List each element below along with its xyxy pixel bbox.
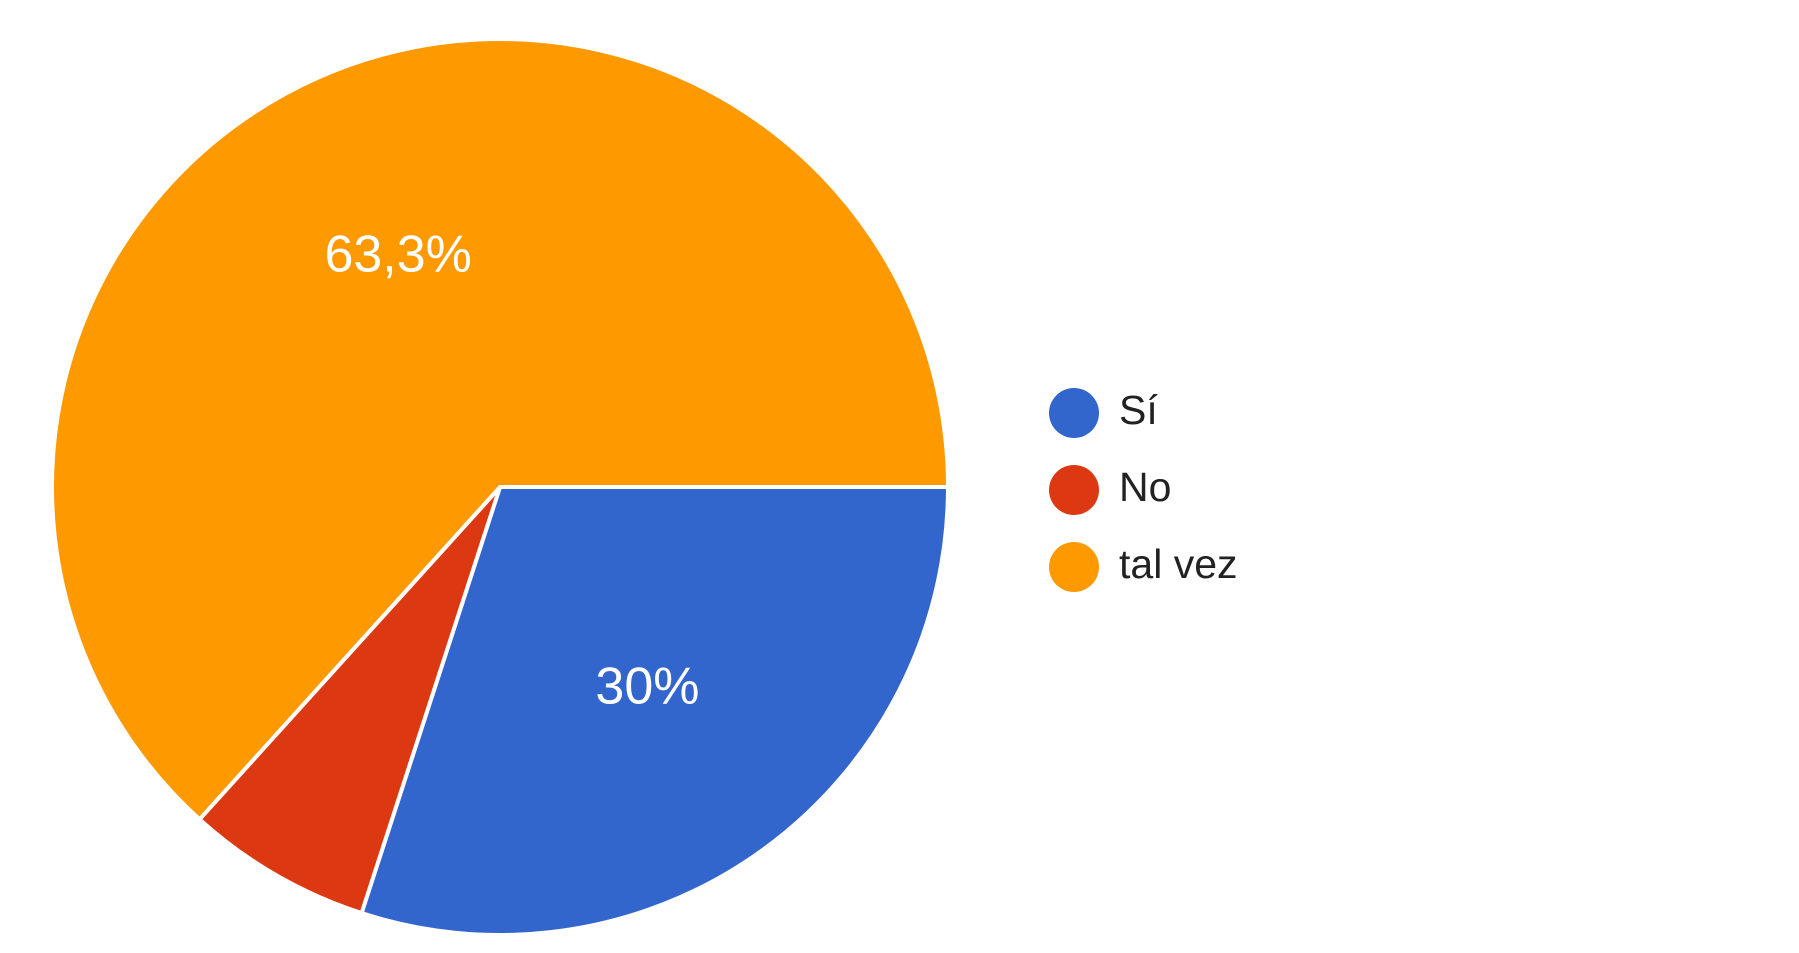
legend-label-tal-vez: tal vez xyxy=(1119,541,1238,587)
legend-marker-tal-vez xyxy=(1049,542,1099,592)
legend-item-si[interactable]: Sí xyxy=(1049,387,1158,438)
slice-label-si: 30% xyxy=(595,658,699,716)
legend: Sí No tal vez xyxy=(1049,387,1238,592)
slice-label-tal-vez: 63,3% xyxy=(324,225,471,283)
slice-labels: 30% 63,3% xyxy=(324,225,699,715)
legend-marker-no xyxy=(1049,465,1099,515)
pie-slice-tal-vez[interactable] xyxy=(50,37,950,822)
pie-slice-no[interactable] xyxy=(197,485,502,916)
legend-label-no: No xyxy=(1119,464,1171,510)
legend-label-si: Sí xyxy=(1119,387,1158,433)
pie-slice-si[interactable] xyxy=(359,485,950,937)
legend-item-tal-vez[interactable]: tal vez xyxy=(1049,541,1238,592)
legend-item-no[interactable]: No xyxy=(1049,464,1171,515)
legend-marker-si xyxy=(1049,388,1099,438)
pie-slices xyxy=(50,37,950,937)
